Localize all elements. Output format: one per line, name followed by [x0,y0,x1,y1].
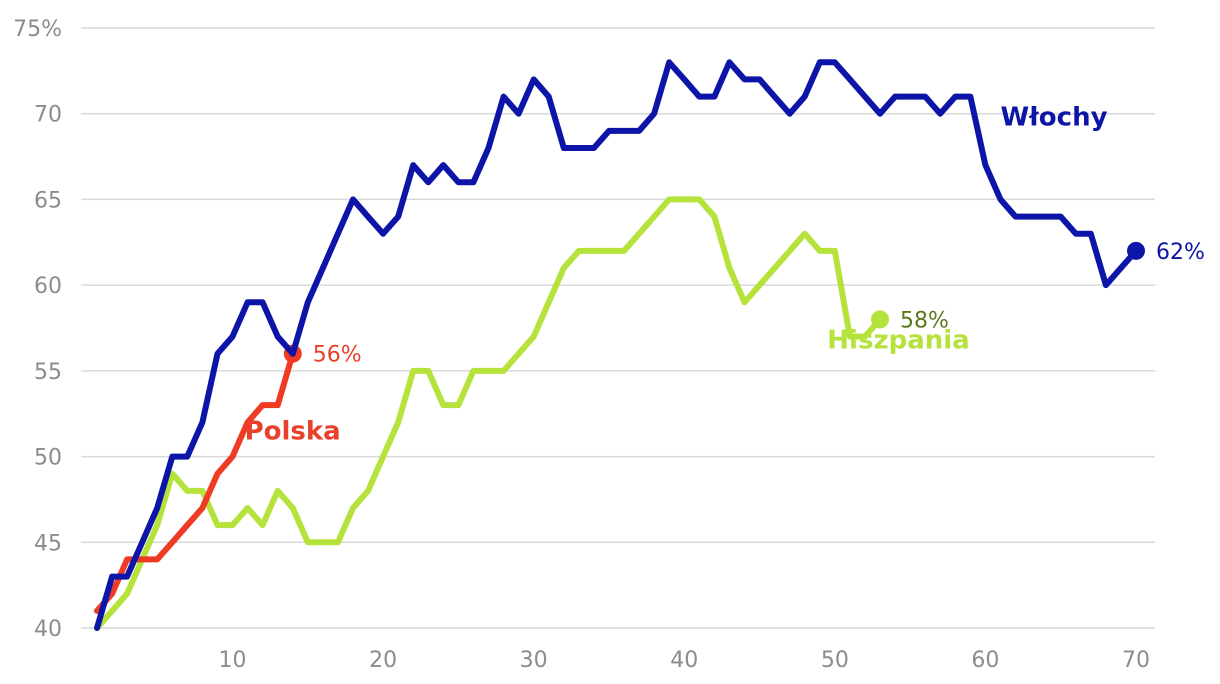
y-tick-label: 50 [34,446,62,471]
x-tick-label: 50 [821,648,849,673]
y-tick-label: 55 [34,360,62,385]
y-axis-tick-labels: 40 45 50 55 60 65 70 75% [13,17,62,642]
y-tick-label: 40 [34,617,62,642]
x-tick-label: 30 [520,648,548,673]
x-tick-label: 60 [971,648,999,673]
y-tick-label: 75% [13,17,62,42]
end-value-label-w-ochy: 62% [1156,240,1205,265]
gridlines [81,27,1155,629]
series-line-polska [94,350,296,614]
series-name-label-hiszpania: Hiszpania [827,326,969,356]
x-tick-label: 40 [670,648,698,673]
end-value-label-polska: 56% [313,343,362,368]
series-labels: 58%Hiszpania 56% Polska 62% Włochy [245,103,1205,447]
end-marker-hiszpania [871,310,890,329]
x-axis-tick-labels: 10 20 30 40 50 60 70 [219,648,1150,673]
series-lines [94,59,1145,631]
x-tick-label: 70 [1122,648,1150,673]
series-name-label-polska: Polska [245,416,341,446]
y-tick-label: 60 [34,274,62,299]
x-tick-label: 20 [369,648,397,673]
y-tick-label: 65 [34,188,62,213]
x-tick-label: 10 [219,648,247,673]
series-name-label-w-ochy: Włochy [1000,103,1107,133]
series-line-hiszpania [94,196,883,631]
end-marker-w-ochy [1127,241,1145,260]
y-tick-label: 45 [34,531,62,556]
end-value-label-hiszpania: 58% [900,308,949,333]
y-tick-label: 70 [34,103,62,128]
series-line-w-ochy [94,59,1139,631]
